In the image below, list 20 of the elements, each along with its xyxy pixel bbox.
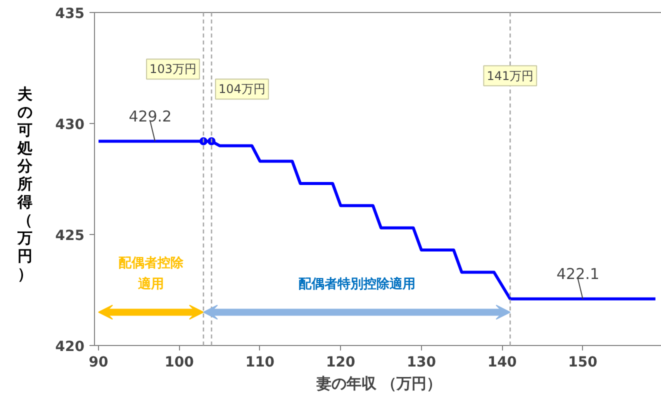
x-axis-title: 妻の年収 （万円） xyxy=(315,374,442,392)
x-tick-label: 100 xyxy=(164,354,194,370)
x-tick-label: 110 xyxy=(245,354,275,370)
x-tick-label: 120 xyxy=(326,354,356,370)
x-tick-label: 140 xyxy=(487,354,517,370)
x-tick-label: 130 xyxy=(406,354,436,370)
annotation: 429.2 xyxy=(128,107,172,126)
annotation: 配偶者特別控除適用 xyxy=(298,276,416,292)
ref-line-label: 103万円 xyxy=(150,62,196,76)
text: 夫の可処分所得（万円） xyxy=(18,85,32,283)
y-tick-label: 435 xyxy=(55,6,85,22)
x-tick-label: 90 xyxy=(88,354,109,370)
annotation: 配偶者控除適用 xyxy=(118,256,184,292)
ref-line-label: 141万円 xyxy=(486,68,534,83)
y-tick-label: 430 xyxy=(55,117,85,133)
x-tick-label: 150 xyxy=(568,354,598,370)
annotation: 422.1 xyxy=(556,264,600,283)
ref-line-label: 104万円 xyxy=(218,82,266,96)
y-tick-label: 425 xyxy=(55,228,85,244)
y-tick-label: 420 xyxy=(55,339,85,355)
